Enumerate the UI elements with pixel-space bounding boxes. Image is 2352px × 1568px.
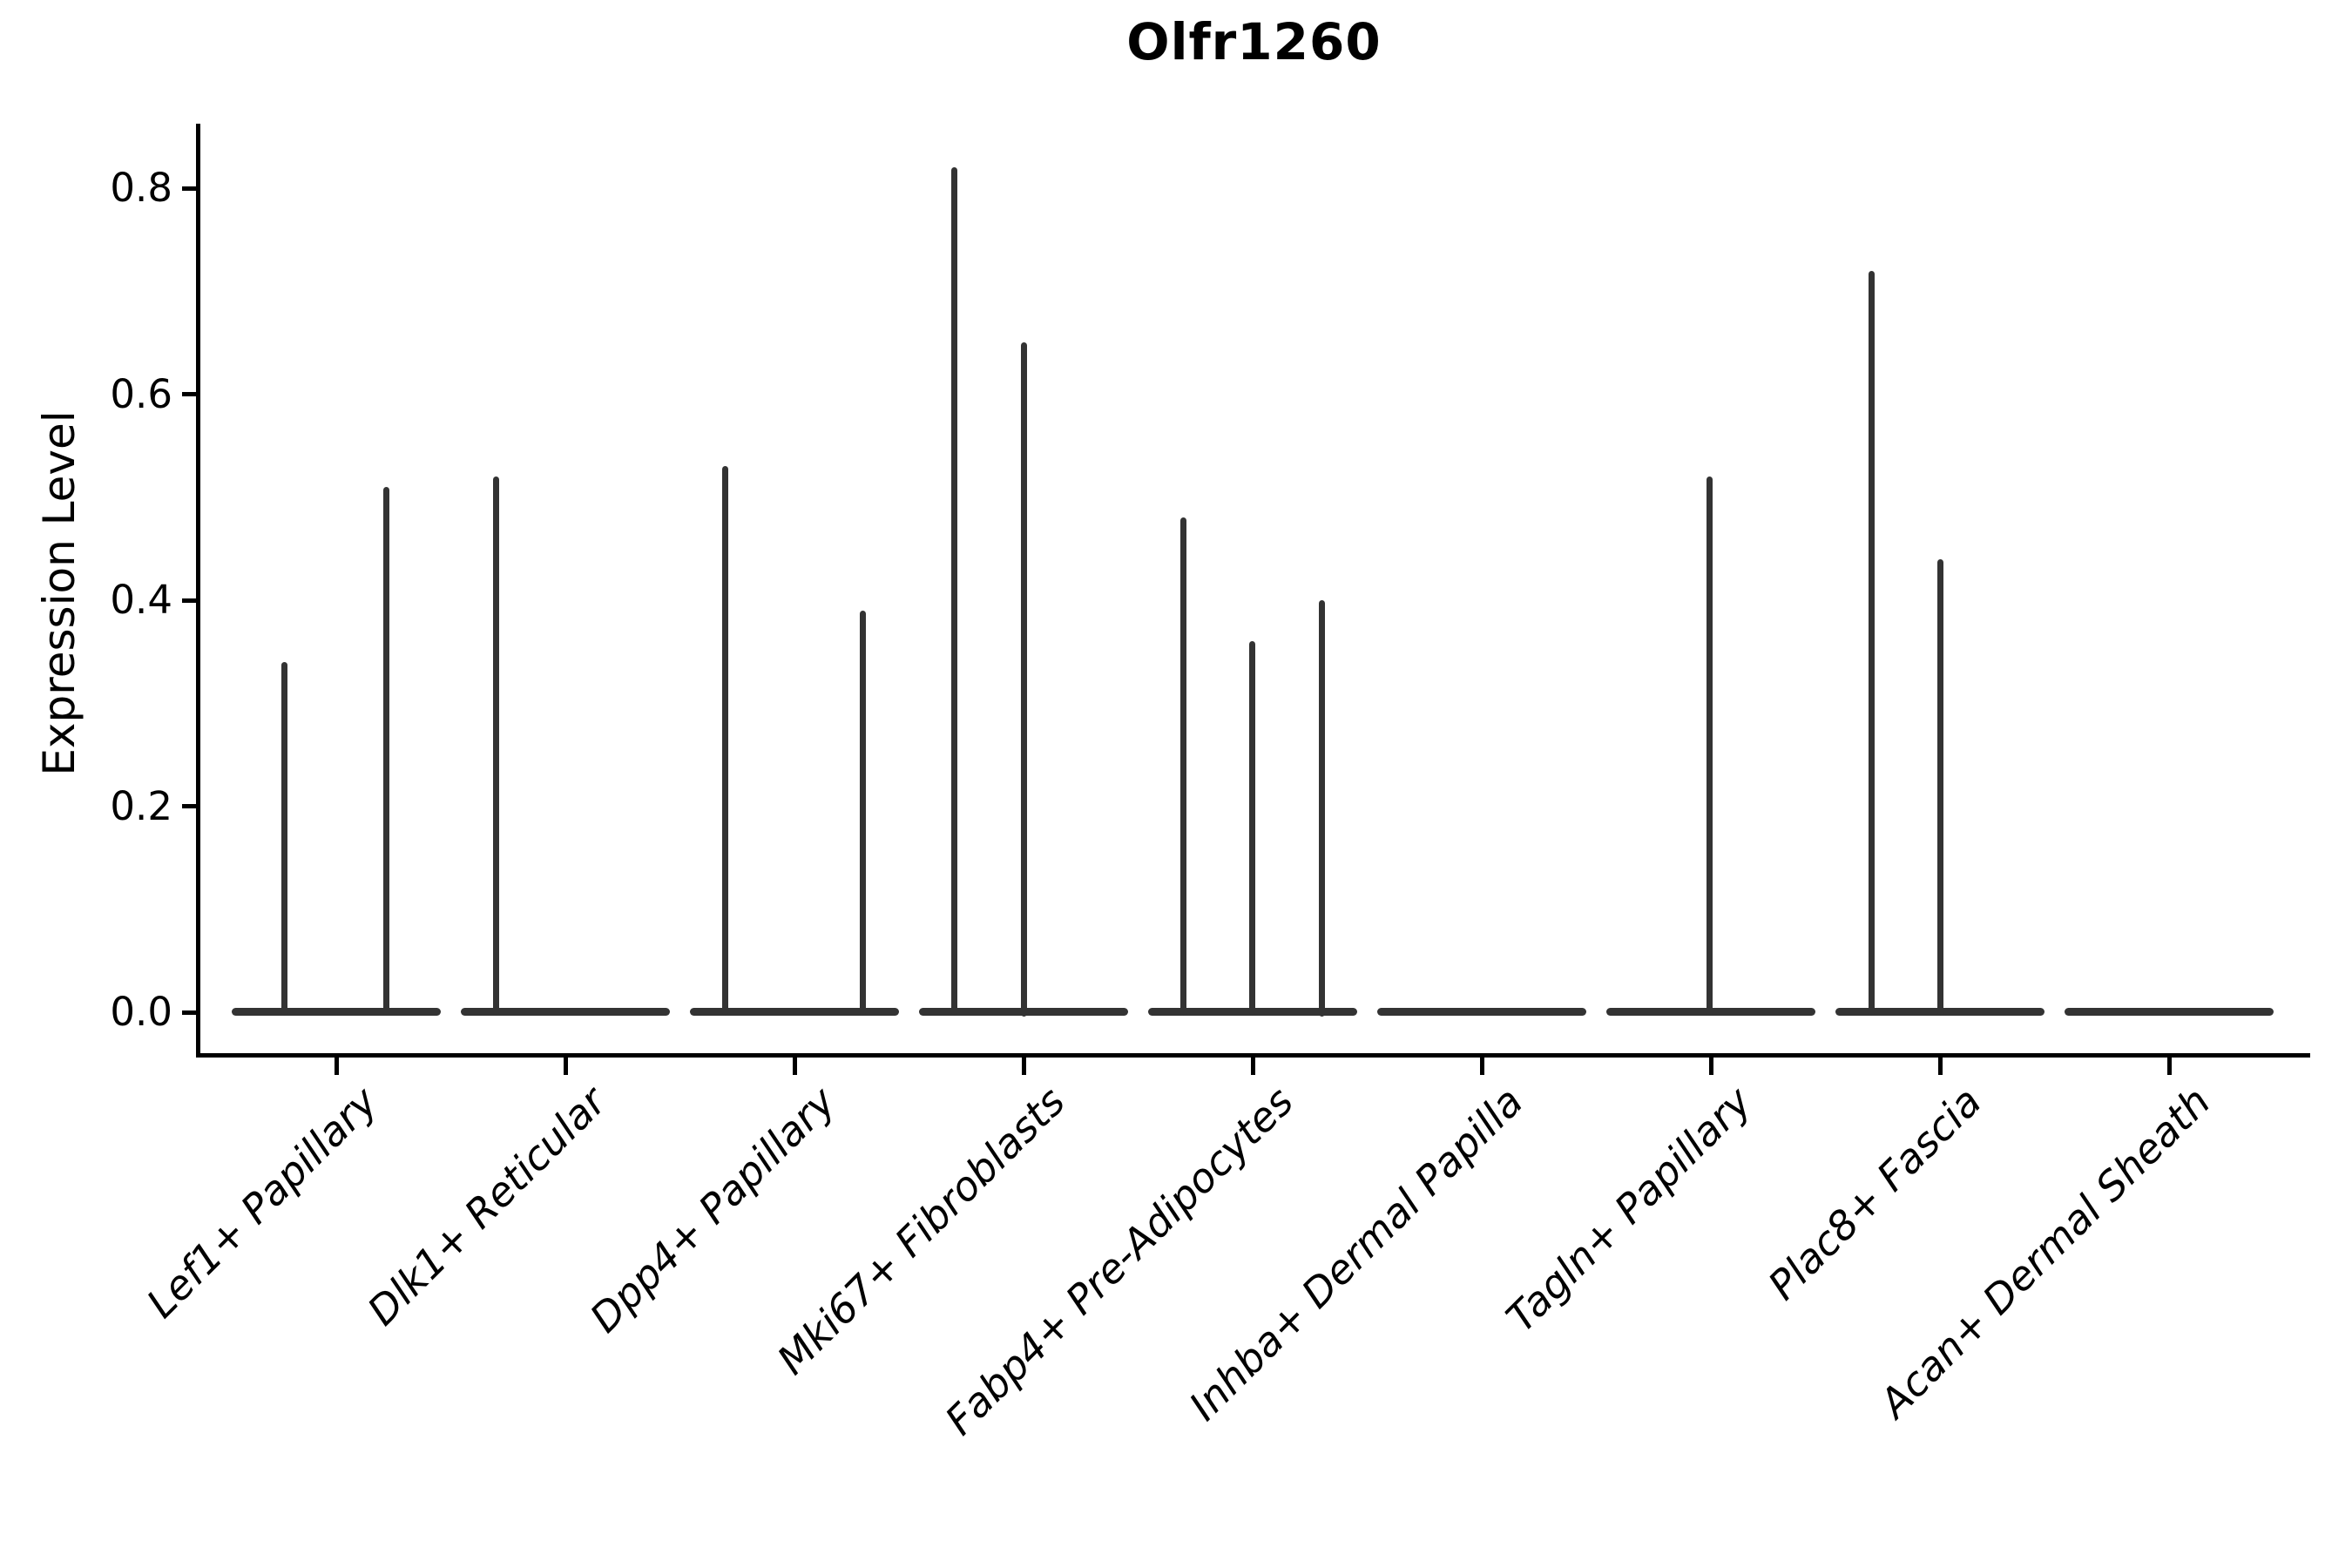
x-axis-tick bbox=[1937, 1058, 1943, 1075]
y-tick-label: 0.6 bbox=[110, 370, 172, 417]
violin-spike bbox=[859, 610, 866, 1017]
y-tick-label: 0.2 bbox=[110, 782, 172, 829]
y-tick-label: 0.8 bbox=[110, 165, 172, 211]
x-axis-tick bbox=[1250, 1058, 1255, 1075]
violin-spike bbox=[950, 167, 957, 1017]
x-tick-label: Tagln+ Papillary bbox=[1497, 1078, 1761, 1342]
x-axis-tick bbox=[2166, 1058, 2172, 1075]
x-axis-tick bbox=[334, 1058, 339, 1075]
x-axis-spine bbox=[196, 1053, 2310, 1058]
violin-baseline bbox=[2065, 1008, 2274, 1016]
chart-title: Olfr1260 bbox=[1126, 12, 1382, 71]
violin-spike bbox=[1020, 342, 1027, 1017]
violin-spike bbox=[721, 466, 728, 1017]
x-tick-label: Lef1+ Papillary bbox=[137, 1078, 387, 1328]
y-axis-tick bbox=[182, 392, 196, 396]
y-tick-label: 0.0 bbox=[110, 989, 172, 1035]
x-axis-tick bbox=[792, 1058, 797, 1075]
violin-spike bbox=[492, 476, 499, 1017]
violin-baseline bbox=[232, 1008, 441, 1016]
x-tick-label: Dpp4+ Papillary bbox=[580, 1078, 845, 1342]
y-axis-tick bbox=[182, 598, 196, 603]
x-tick-label: Dlk1+ Reticular bbox=[358, 1078, 616, 1335]
violin-spike bbox=[280, 661, 287, 1017]
x-axis-tick bbox=[1708, 1058, 1713, 1075]
violin-baseline bbox=[461, 1008, 670, 1016]
violin-baseline bbox=[690, 1008, 899, 1016]
y-axis-spine bbox=[196, 124, 200, 1057]
violin-spike bbox=[1936, 558, 1943, 1017]
violin-spike bbox=[1179, 517, 1186, 1017]
violin-spike bbox=[1706, 476, 1713, 1017]
y-axis-tick bbox=[182, 804, 196, 808]
y-tick-label: 0.4 bbox=[110, 577, 172, 623]
violin-spike bbox=[1248, 641, 1255, 1017]
violin-spike bbox=[382, 486, 389, 1017]
violin-spike bbox=[1318, 600, 1325, 1017]
y-axis-tick bbox=[182, 186, 196, 191]
x-tick-label: Plac8+ Fascia bbox=[1758, 1078, 1990, 1309]
y-axis-tick bbox=[182, 1010, 196, 1015]
violin-baseline bbox=[1377, 1008, 1586, 1016]
x-axis-tick bbox=[1479, 1058, 1484, 1075]
x-axis-tick bbox=[563, 1058, 568, 1075]
violin-spike bbox=[1868, 270, 1875, 1017]
x-axis-tick bbox=[1021, 1058, 1026, 1075]
